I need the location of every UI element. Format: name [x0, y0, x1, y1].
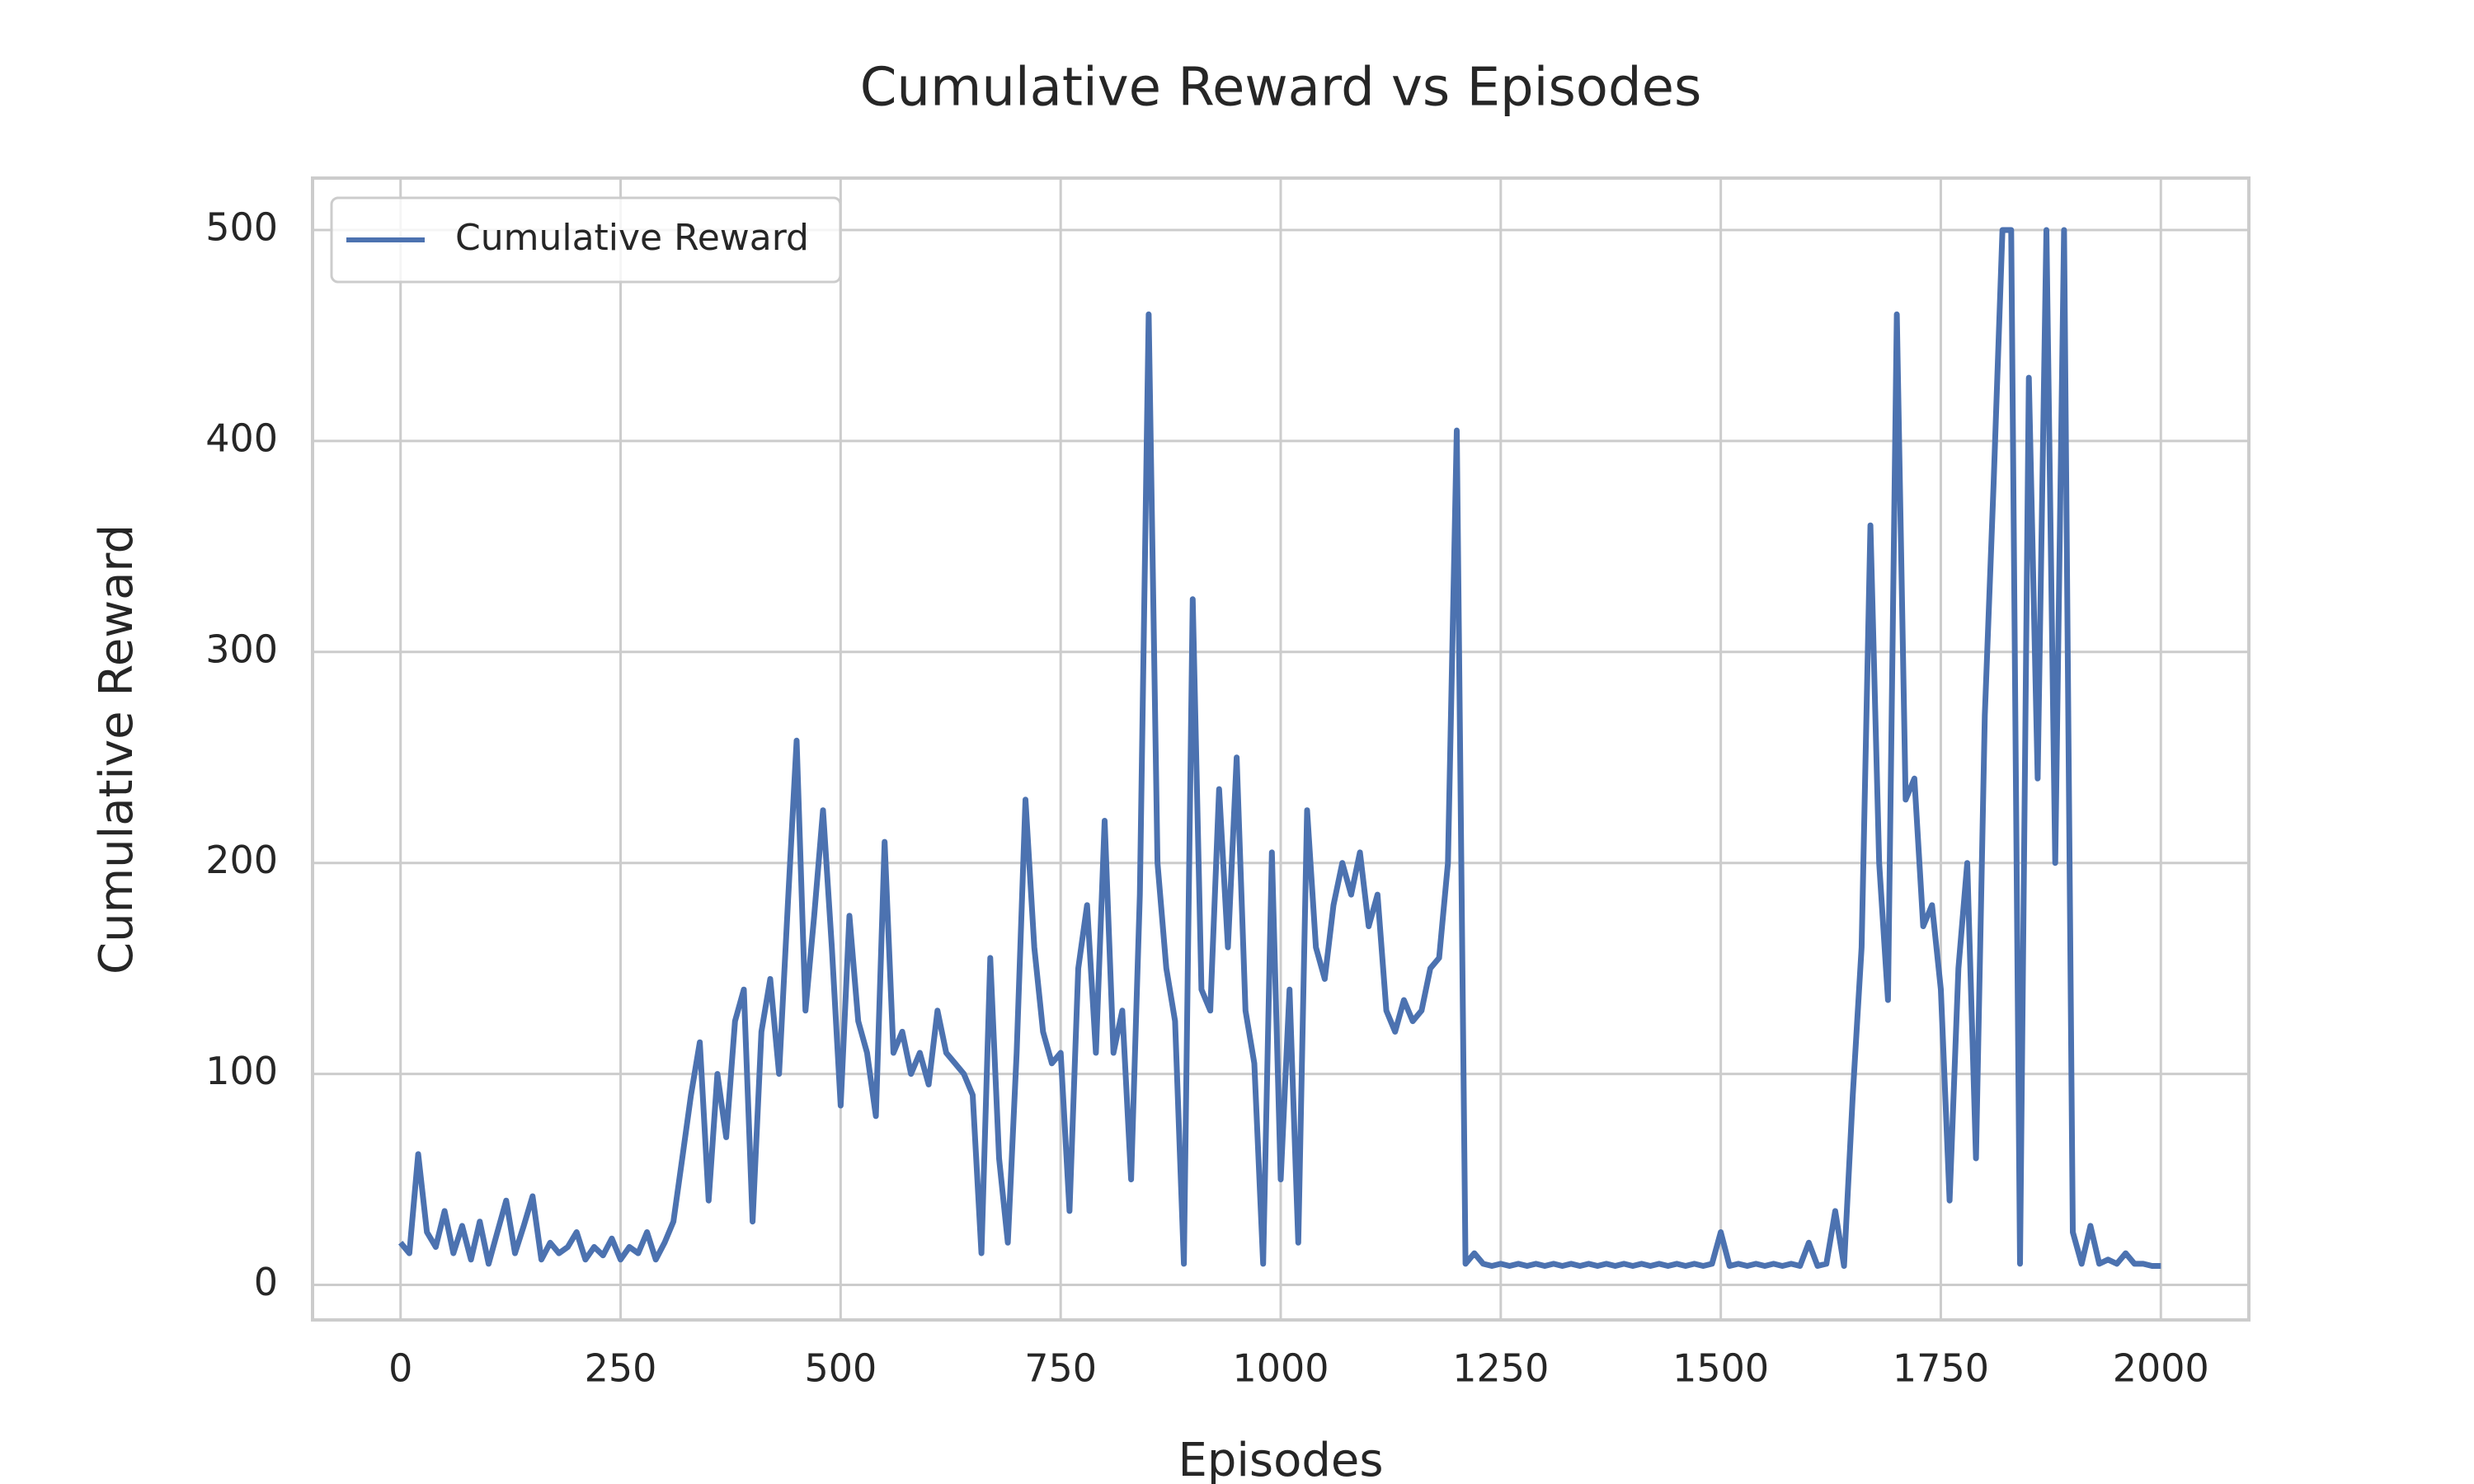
y-tick-label: 400 [205, 416, 278, 460]
y-tick-label: 200 [205, 838, 278, 882]
y-tick-label: 300 [205, 627, 278, 671]
x-tick-label: 500 [804, 1346, 877, 1391]
x-tick-label: 1000 [1232, 1346, 1329, 1391]
plot-frame [311, 176, 2251, 1322]
chart-title: Cumulative Reward vs Episodes [860, 58, 1702, 119]
x-axis-label: Episodes [1178, 1434, 1383, 1484]
x-tick-label: 1500 [1672, 1346, 1769, 1391]
x-tick-label: 2000 [2113, 1346, 2209, 1391]
y-axis-label: Cumulative Reward [90, 524, 143, 974]
x-tick-label: 1750 [1893, 1346, 1989, 1391]
legend-box [330, 196, 842, 284]
y-tick-label: 100 [205, 1049, 278, 1093]
x-tick-label: 0 [388, 1346, 412, 1391]
x-tick-label: 750 [1024, 1346, 1097, 1391]
y-tick-label: 0 [254, 1260, 278, 1304]
x-tick-label: 250 [585, 1346, 657, 1391]
x-tick-label: 1250 [1452, 1346, 1549, 1391]
legend-label: Cumulative Reward [455, 217, 809, 259]
y-tick-label: 500 [205, 204, 278, 249]
data-line [398, 227, 2161, 1269]
